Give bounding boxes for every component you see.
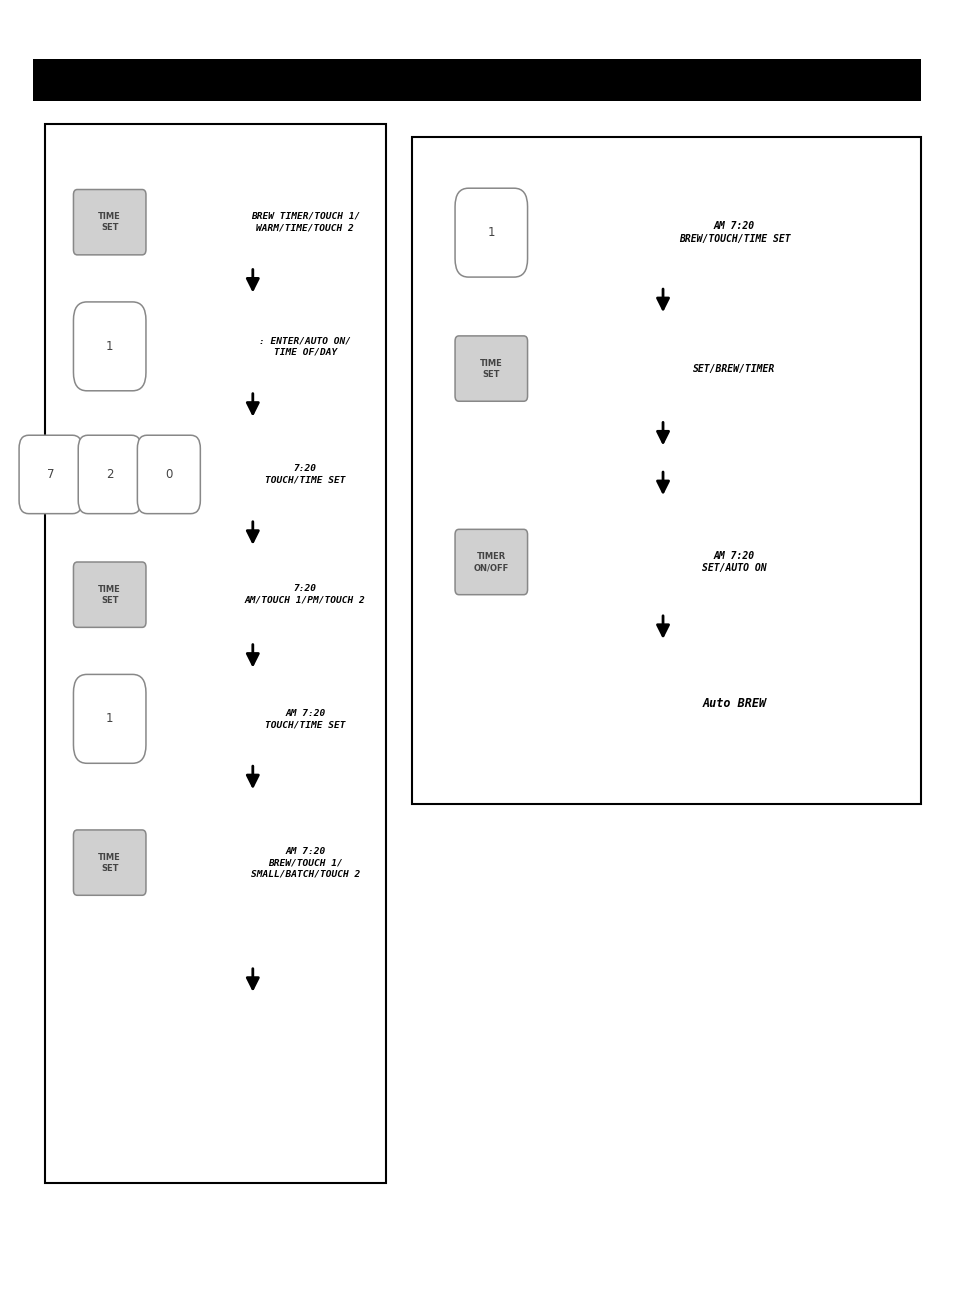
Text: 7: 7 (47, 468, 54, 481)
FancyBboxPatch shape (137, 435, 200, 514)
Text: 2: 2 (106, 468, 113, 481)
Text: TIME
SET: TIME SET (479, 358, 502, 379)
FancyBboxPatch shape (455, 188, 527, 277)
Text: TIME
SET: TIME SET (98, 852, 121, 873)
FancyBboxPatch shape (33, 59, 920, 101)
FancyBboxPatch shape (78, 435, 141, 514)
Text: AM 7:20
SET/AUTO ON: AM 7:20 SET/AUTO ON (701, 550, 766, 574)
Text: 1: 1 (106, 340, 113, 353)
Text: SET/BREW/TIMER: SET/BREW/TIMER (693, 363, 775, 374)
Text: AM 7:20
TOUCH/TIME SET: AM 7:20 TOUCH/TIME SET (265, 708, 345, 729)
Text: BREW TIMER/TOUCH 1/
WARM/TIME/TOUCH 2: BREW TIMER/TOUCH 1/ WARM/TIME/TOUCH 2 (251, 212, 359, 233)
FancyBboxPatch shape (73, 190, 146, 255)
Text: TIMER
ON/OFF: TIMER ON/OFF (474, 552, 508, 572)
FancyBboxPatch shape (73, 562, 146, 627)
Text: 1: 1 (106, 712, 113, 725)
Text: TIME
SET: TIME SET (98, 584, 121, 605)
FancyBboxPatch shape (455, 529, 527, 595)
Text: 0: 0 (165, 468, 172, 481)
Text: 7:20
AM/TOUCH 1/PM/TOUCH 2: 7:20 AM/TOUCH 1/PM/TOUCH 2 (245, 584, 365, 605)
FancyBboxPatch shape (455, 336, 527, 401)
FancyBboxPatch shape (19, 435, 82, 514)
Text: TIME
SET: TIME SET (98, 212, 121, 233)
Text: 7:20
TOUCH/TIME SET: 7:20 TOUCH/TIME SET (265, 464, 345, 485)
Text: 1: 1 (487, 226, 495, 239)
Text: Auto BREW: Auto BREW (701, 697, 766, 710)
FancyBboxPatch shape (73, 302, 146, 391)
FancyBboxPatch shape (412, 137, 920, 804)
Text: : ENTER/AUTO ON/
TIME OF/DAY: : ENTER/AUTO ON/ TIME OF/DAY (259, 336, 351, 357)
FancyBboxPatch shape (73, 674, 146, 763)
Text: AM 7:20
BREW/TOUCH 1/
SMALL/BATCH/TOUCH 2: AM 7:20 BREW/TOUCH 1/ SMALL/BATCH/TOUCH … (251, 847, 359, 878)
Text: AM 7:20
BREW/TOUCH/TIME SET: AM 7:20 BREW/TOUCH/TIME SET (678, 221, 790, 244)
FancyBboxPatch shape (73, 830, 146, 895)
FancyBboxPatch shape (45, 124, 386, 1183)
